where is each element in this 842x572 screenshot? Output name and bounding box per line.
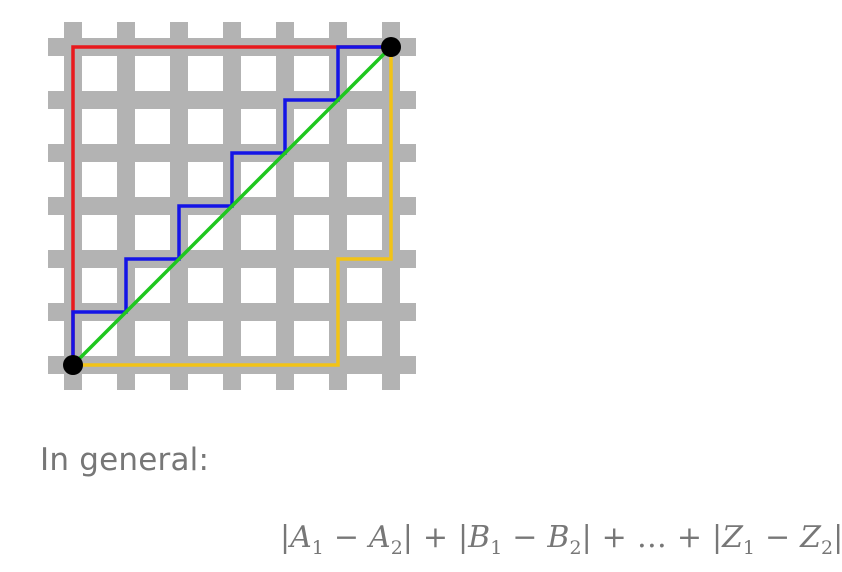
- green-diagonal-path: [71, 45, 393, 367]
- start-point: [63, 355, 83, 375]
- caption-text: In general:: [40, 442, 210, 478]
- red-path: [71, 45, 391, 365]
- formula-term-a: |A1− A2|: [280, 520, 413, 559]
- plus-sign: +: [422, 520, 449, 555]
- grid-street-horizontal: [48, 303, 416, 321]
- plus-sign: +: [676, 520, 702, 555]
- formula-term-b: |B1− B2|: [458, 520, 592, 559]
- ellipsis: …: [636, 520, 667, 555]
- end-point: [381, 37, 401, 57]
- grid-street-vertical: [329, 22, 347, 390]
- taxicab-grid-diagram: [48, 22, 416, 390]
- yellow-path: [73, 47, 393, 367]
- grid-street-vertical: [276, 22, 294, 390]
- formula-term-z: |Z1− Z2|: [711, 520, 842, 559]
- grid-street-horizontal: [48, 250, 416, 268]
- plus-sign: +: [601, 520, 627, 555]
- manhattan-distance-formula: |A1− A2| + |B1− B2| + … + |Z1− Z2|: [280, 520, 842, 559]
